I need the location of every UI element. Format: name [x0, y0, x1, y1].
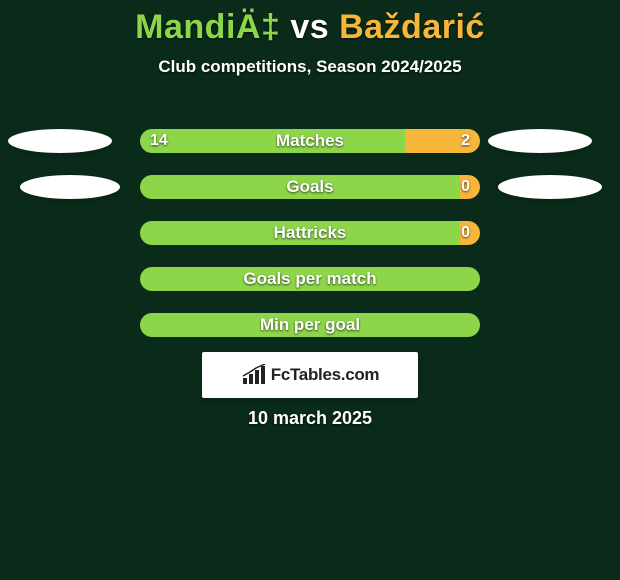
source-logo: FcTables.com — [202, 352, 418, 398]
stat-rows: Matches 14 2 Goals 0 Hattricks 0 Goals per matc… — [0, 118, 620, 348]
stat-label: Min per goal — [260, 315, 360, 335]
bars-icon — [241, 364, 267, 386]
stat-label: Hattricks — [274, 223, 347, 243]
stat-bar: Matches 14 2 — [140, 129, 480, 153]
stat-row: Hattricks 0 — [0, 210, 620, 256]
comparison-title: MandiÄ‡ vs Baždarić — [0, 0, 620, 47]
flag-right-icon — [488, 129, 592, 153]
stat-row: Goals 0 — [0, 164, 620, 210]
flag-right-icon — [498, 175, 602, 199]
stat-label: Goals per match — [243, 269, 376, 289]
stat-bar: Goals 0 — [140, 175, 480, 199]
stat-bar: Min per goal — [140, 313, 480, 337]
stat-value-right: 0 — [461, 224, 470, 242]
stat-bar: Goals per match — [140, 267, 480, 291]
logo-text: FcTables.com — [271, 365, 380, 385]
stat-label: Goals — [286, 177, 333, 197]
stat-bar: Hattricks 0 — [140, 221, 480, 245]
flag-left-icon — [20, 175, 120, 199]
vs-text: vs — [290, 8, 329, 46]
logo-inner: FcTables.com — [241, 364, 380, 386]
stat-row: Goals per match — [0, 256, 620, 302]
stat-label: Matches — [276, 131, 344, 151]
stat-row: Matches 14 2 — [0, 118, 620, 164]
flag-left-icon — [8, 129, 112, 153]
date-line: 10 march 2025 — [0, 408, 620, 429]
player2-name: Baždarić — [339, 8, 485, 46]
subtitle: Club competitions, Season 2024/2025 — [0, 57, 620, 77]
stat-value-right: 0 — [461, 178, 470, 196]
bar-segment-left — [140, 129, 405, 153]
player1-name: MandiÄ‡ — [135, 8, 280, 46]
stat-row: Min per goal — [0, 302, 620, 348]
stat-value-right: 2 — [461, 132, 470, 150]
stat-value-left: 14 — [150, 132, 168, 150]
